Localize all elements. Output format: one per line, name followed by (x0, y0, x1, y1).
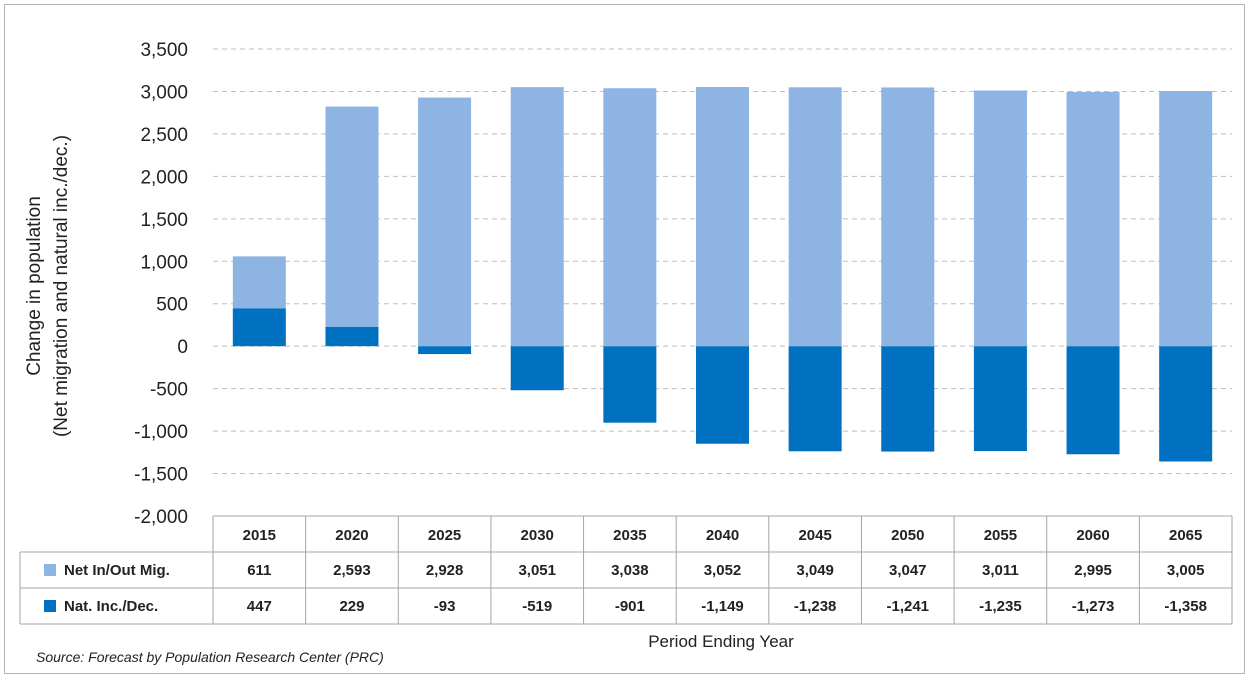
y-tick-label: -1,000 (134, 422, 188, 443)
y-tick-label: 1,500 (140, 210, 188, 231)
y-tick-label: -2,000 (134, 507, 188, 528)
bar-natural-2055 (973, 346, 1027, 452)
bar-migration-2060 (1066, 91, 1120, 347)
y-tick-label: 500 (156, 295, 188, 316)
data-label: 2,995 (1074, 562, 1112, 579)
data-label: 2,593 (333, 562, 371, 579)
y-tick-label: 3,000 (140, 82, 188, 103)
bar-migration-2030 (510, 87, 564, 347)
bar-natural-2030 (510, 346, 564, 391)
data-label: -1,235 (979, 598, 1022, 615)
y-tick-label: -1,500 (134, 465, 188, 486)
bar-natural-2035 (603, 346, 657, 423)
bar-migration-2065 (1159, 91, 1213, 347)
bar-natural-2040 (696, 346, 749, 444)
data-label: -901 (615, 598, 645, 615)
bar-natural-2020 (325, 326, 379, 347)
data-label: 447 (247, 598, 272, 615)
x-tick-label: 2060 (1076, 527, 1109, 544)
data-label: 3,038 (611, 562, 649, 579)
x-tick-label: 2040 (706, 527, 739, 544)
legend-label: Nat. Inc./Dec. (64, 598, 158, 615)
data-label: -1,273 (1072, 598, 1115, 615)
x-tick-label: 2020 (335, 527, 368, 544)
data-label: -1,149 (701, 598, 744, 615)
x-tick-label: 2055 (984, 527, 1017, 544)
x-tick-label: 2015 (243, 527, 276, 544)
data-label: 229 (339, 598, 364, 615)
legend-swatch (44, 564, 56, 576)
y-axis-title-line1: Change in population (24, 196, 45, 376)
bar-migration-2035 (603, 88, 657, 347)
bar-migration-2045 (788, 87, 842, 347)
bar-migration-2025 (418, 97, 472, 347)
y-tick-label: -500 (150, 380, 188, 401)
data-label: -1,238 (794, 598, 837, 615)
data-label: 3,049 (796, 562, 834, 579)
y-tick-label: 2,000 (140, 167, 188, 188)
gridlines (213, 48, 1232, 475)
legend-swatch (44, 600, 56, 612)
x-axis-title: Period Ending Year (648, 632, 794, 651)
y-tick-label: 3,500 (140, 40, 188, 61)
bar-migration-2055 (973, 90, 1027, 347)
bars (232, 87, 1213, 462)
bar-migration-2040 (696, 87, 749, 347)
bar-natural-2050 (881, 346, 935, 452)
bar-migration-2020 (325, 106, 379, 327)
x-tick-label: 2030 (521, 527, 554, 544)
data-label: 3,052 (704, 562, 742, 579)
data-label: -93 (434, 598, 456, 615)
data-label: 611 (247, 562, 271, 579)
data-label: -1,358 (1164, 598, 1207, 615)
bar-natural-2045 (788, 346, 842, 452)
data-label: 3,047 (889, 562, 927, 579)
bar-natural-2025 (418, 346, 472, 355)
y-axis-title-line2: (Net migration and natural inc./dec.) (51, 135, 72, 437)
bar-natural-2015 (232, 308, 286, 347)
bar-natural-2065 (1159, 346, 1213, 462)
data-table: 2015 2020 2025 2030 2035 2040 2045 2050 2055 2060… (19, 515, 1233, 625)
bar-migration-2050 (881, 87, 935, 347)
data-label: -519 (522, 598, 552, 615)
x-tick-label: 2035 (613, 527, 646, 544)
y-tick-label: 1,000 (140, 252, 188, 273)
x-tick-label: 2025 (428, 527, 461, 544)
y-tick-label: 2,500 (140, 125, 188, 146)
x-tick-label: 2065 (1169, 527, 1202, 544)
x-tick-label: 2050 (891, 527, 924, 544)
bar-natural-2060 (1066, 346, 1120, 455)
data-label: 2,928 (426, 562, 464, 579)
x-tick-label: 2045 (798, 527, 831, 544)
y-tick-label: 0 (177, 337, 188, 358)
y-axis-ticks: 3,500 3,000 2,500 2,000 1,500 1,000 500 0 -500 -1… (134, 40, 188, 528)
data-label: 3,005 (1167, 562, 1205, 579)
data-label: 3,011 (982, 562, 1019, 579)
bar-migration-2015 (232, 256, 286, 309)
data-label: -1,241 (886, 598, 929, 615)
legend-label: Net In/Out Mig. (64, 562, 170, 579)
source-note: Source: Forecast by Population Research … (36, 649, 384, 665)
data-label: 3,051 (518, 562, 556, 579)
